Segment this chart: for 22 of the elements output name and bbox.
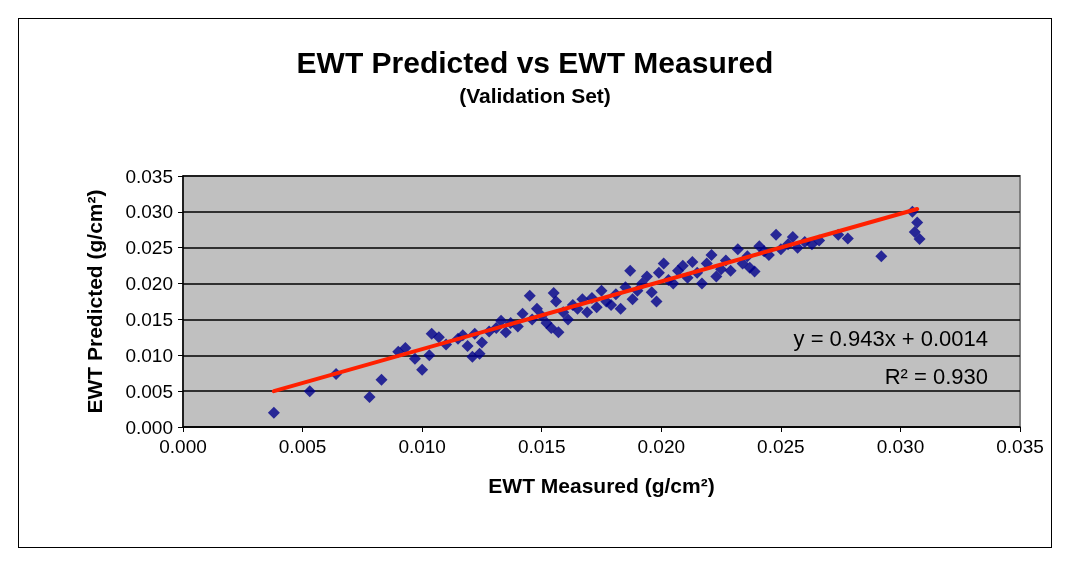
x-tick-label: 0.015: [517, 436, 566, 457]
x-tick-label: 0.025: [757, 436, 805, 457]
x-tick-label: 0.005: [278, 436, 327, 457]
chart-subtitle: (Validation Set): [459, 84, 611, 107]
x-tick-label: 0.010: [398, 436, 446, 457]
x-tick-label: 0.020: [637, 436, 686, 457]
chart-title: EWT Predicted vs EWT Measured: [296, 45, 774, 79]
y-axis-title: EWT Predicted (g/cm²): [83, 189, 106, 414]
y-tick-label: 0.025: [125, 237, 173, 259]
x-tick-label: 0.030: [876, 436, 925, 457]
y-tick-label: 0.010: [125, 344, 173, 366]
y-tick-label: 0.015: [125, 308, 173, 330]
annotation: y = 0.943x + 0.0014: [793, 325, 989, 351]
y-tick-label: 0.000: [125, 416, 173, 438]
x-tick-label: 0.035: [996, 436, 1044, 457]
x-tick-label: 0.000: [159, 436, 207, 457]
y-tick-label: 0.035: [125, 165, 173, 187]
annotation: R² = 0.930: [884, 363, 988, 389]
x-axis-title: EWT Measured (g/cm²): [488, 474, 715, 497]
y-tick-label: 0.020: [125, 273, 173, 295]
y-tick-label: 0.030: [125, 201, 173, 223]
y-tick-label: 0.005: [125, 380, 173, 402]
